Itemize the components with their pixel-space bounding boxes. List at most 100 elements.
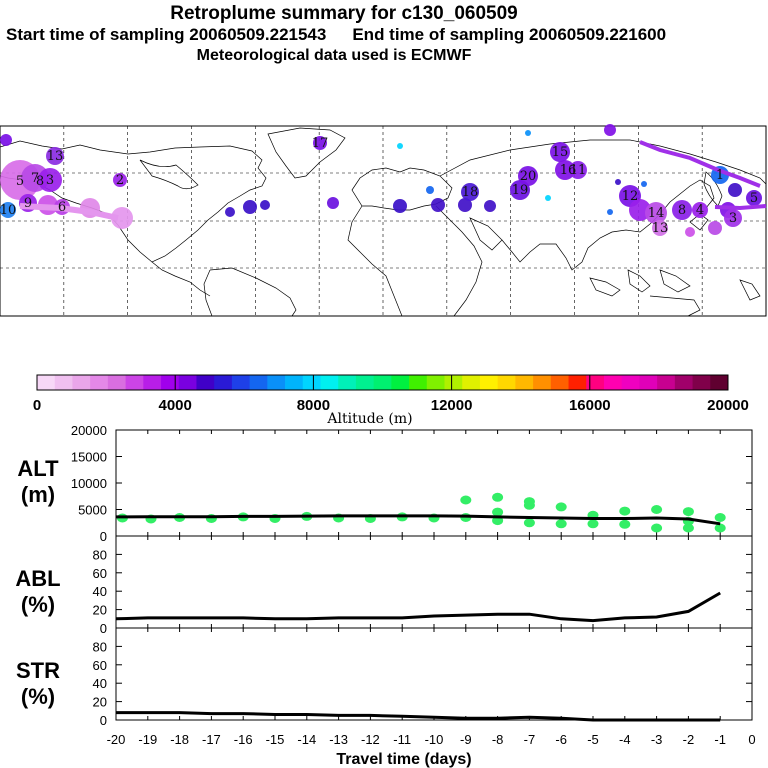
alt-point-18 — [587, 519, 599, 529]
x-tick-label-9: -11 — [393, 732, 411, 747]
plume-marker-45 — [685, 227, 695, 237]
plume-marker-13 — [243, 200, 257, 214]
plume-label-4: 10 — [0, 203, 16, 218]
x-tick-label-3: -17 — [202, 732, 221, 747]
colorbar-ticks: 0 4000 8000 12000 16000 20000 — [33, 375, 749, 414]
x-tick-label-12: -8 — [492, 732, 504, 747]
alt-point-16 — [555, 519, 567, 529]
plume-label-16: 14 — [648, 206, 665, 221]
colorbar-cell-23 — [444, 375, 463, 390]
colorbar-cell-14 — [285, 375, 304, 390]
panel-frame-str — [115, 627, 753, 721]
colorbar-cell-25 — [479, 375, 499, 390]
plume-marker-3 — [38, 168, 62, 192]
colorbar-cell-1 — [54, 375, 73, 390]
plume-marker-18 — [393, 199, 407, 213]
alt-point-20 — [619, 519, 631, 529]
colorbar-cell-28 — [533, 375, 552, 390]
y-tick-label-0: 0 — [100, 621, 107, 636]
plume-label-18: 4 — [696, 203, 704, 218]
plume-label-19: 1 — [716, 168, 724, 183]
plume-marker-37 — [672, 200, 692, 220]
alt-point-21 — [619, 506, 631, 516]
met-data-label: Meteorological data used is ECMWF — [196, 47, 472, 64]
plume-label-22: 13 — [652, 221, 669, 236]
colorbar-cell-27 — [515, 375, 534, 390]
plume-marker-47 — [615, 179, 621, 185]
colorbar-cell-21 — [409, 375, 428, 390]
plume-marker-12 — [225, 207, 235, 217]
colorbar-cell-12 — [249, 375, 268, 390]
x-tick-label-19: -1 — [714, 732, 726, 747]
plume-label-17: 8 — [678, 203, 686, 218]
plume-label-21: 5 — [750, 191, 758, 206]
end-time-label: End time of sampling 20060509.221600 — [352, 25, 667, 44]
x-tick-label-15: -5 — [587, 732, 599, 747]
plume-marker-23 — [484, 200, 496, 212]
panel-label-unit: (%) — [21, 592, 55, 617]
plume-marker-21 — [458, 198, 472, 212]
colorbar-cell-15 — [302, 375, 321, 390]
x-tick-label-10: -10 — [425, 732, 444, 747]
sampling-time-line: Start time of sampling 20060509.221543 En… — [6, 25, 768, 45]
y-tick-label-0: 0 — [100, 529, 107, 544]
plume-marker-0 — [46, 147, 64, 165]
plume-track-east — [714, 204, 767, 211]
plume-marker-44 — [708, 221, 722, 235]
panel-label-unit: (%) — [21, 684, 55, 709]
plume-marker-20 — [431, 198, 445, 212]
plume-track-north — [639, 140, 761, 188]
x-tick-label-5: -15 — [266, 732, 285, 747]
plume-label-20: 3 — [729, 211, 737, 226]
colorbar-cell-19 — [373, 375, 392, 390]
x-tick-label-13: -7 — [524, 732, 536, 747]
plume-marker-29 — [555, 160, 575, 180]
panel-alt: 0 5000 10000 15000 20000 ALT(m) — [17, 423, 753, 544]
plume-label-13: 16 — [560, 163, 577, 178]
series-line-alt — [115, 514, 721, 526]
panel-label-unit: (m) — [21, 482, 55, 507]
colorbar-cell-7 — [161, 375, 180, 390]
plume-marker-28 — [550, 142, 570, 162]
start-time-label: Start time of sampling 20060509.221543 — [6, 25, 327, 44]
colorbar-cell-9 — [196, 375, 215, 390]
colorbar-cell-10 — [214, 375, 233, 390]
colorbar-cell-26 — [497, 375, 516, 390]
colorbar-cell-24 — [462, 375, 481, 390]
series-line-str — [116, 711, 721, 722]
panel-label-name: STR — [16, 658, 60, 683]
y-tick-label-4: 80 — [93, 639, 107, 654]
colorbar-cell-2 — [72, 375, 91, 390]
panel-label-name: ABL — [15, 566, 60, 591]
colorbar-cell-35 — [657, 375, 676, 390]
plume-marker-11 — [0, 134, 12, 146]
colorbar-cell-34 — [639, 375, 658, 390]
plume-marker-4 — [0, 202, 16, 218]
plume-marker-26 — [525, 130, 531, 136]
colorbar-frame — [36, 374, 729, 391]
x-tick-label-11: -9 — [460, 732, 472, 747]
colorbar-cell-30 — [568, 375, 587, 390]
plume-marker-14 — [260, 200, 270, 210]
x-tick-label-1: -19 — [138, 732, 157, 747]
colorbar-tick-4: 16000 — [569, 397, 611, 414]
y-tick-label-2: 10000 — [71, 476, 107, 491]
y-tick-label-3: 60 — [93, 566, 107, 581]
colorbar-cell-37 — [692, 375, 711, 390]
plume-label-11: 20 — [520, 169, 537, 184]
colorbar-cell-8 — [178, 375, 197, 390]
x-tick-label-16: -4 — [619, 732, 631, 747]
x-axis-title: Travel time (days) — [336, 751, 471, 768]
plume-marker-30 — [569, 161, 587, 179]
plume-marker-32 — [607, 209, 613, 215]
plume-label-14: 11 — [570, 163, 587, 178]
y-tick-label-1: 20 — [93, 695, 107, 710]
colorbar-cell-22 — [426, 375, 445, 390]
plume-label-5: 9 — [24, 196, 32, 211]
x-tick-label-2: -18 — [170, 732, 189, 747]
plume-marker-22 — [461, 183, 479, 201]
x-tick-label-8: -12 — [361, 732, 380, 747]
plume-marker-38 — [692, 202, 708, 218]
y-tick-label-2: 40 — [93, 676, 107, 691]
